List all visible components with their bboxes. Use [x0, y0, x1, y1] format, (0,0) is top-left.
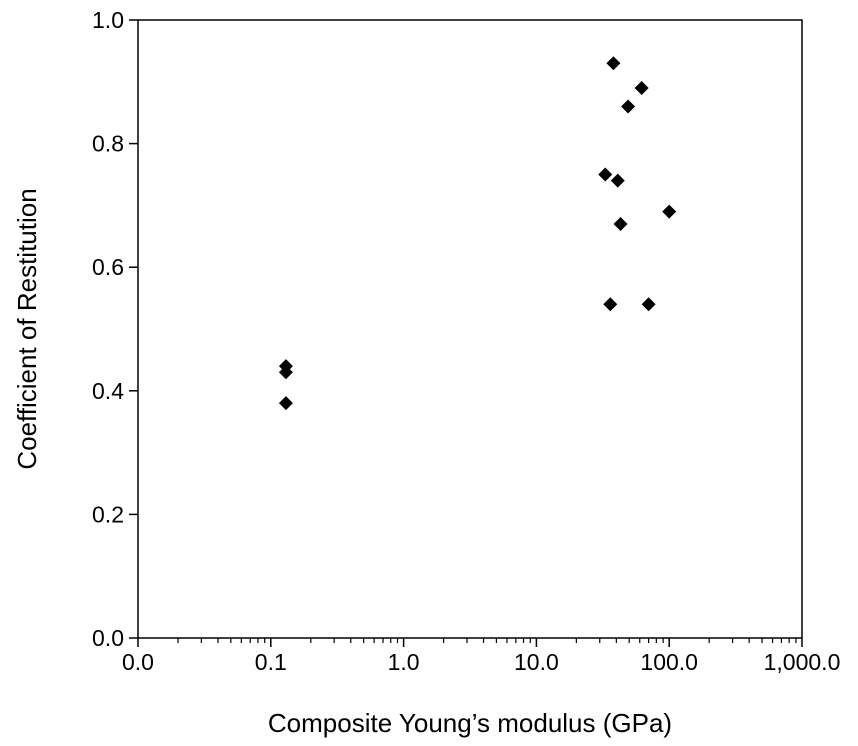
y-axis-tick-labels: 0.0 0.2 0.4 0.6 0.8 1.0 [92, 7, 124, 651]
y-axis-title: Coefficient of Restitution [12, 188, 42, 469]
data-point [662, 204, 677, 219]
y-tick-label: 1.0 [92, 7, 124, 33]
x-tick-label: 0.0 [122, 649, 154, 675]
data-point [641, 297, 656, 312]
data-point [278, 396, 293, 411]
data-point [634, 80, 649, 95]
x-axis-title: Composite Young’s modulus (GPa) [268, 708, 672, 738]
data-point [613, 216, 628, 231]
x-tick-label: 1.0 [388, 649, 420, 675]
y-tick-label: 0.6 [92, 254, 124, 280]
data-point [610, 173, 625, 188]
x-axis-tick-labels: 0.0 0.1 1.0 10.0 100.0 1,000.0 [122, 649, 840, 675]
y-tick-label: 0.0 [92, 625, 124, 651]
data-point [598, 167, 613, 182]
y-tick-label: 0.8 [92, 131, 124, 157]
data-point [606, 56, 621, 71]
y-axis-ticks [129, 19, 138, 639]
data-points [278, 56, 677, 411]
x-axis-ticks [137, 638, 803, 647]
x-tick-label: 100.0 [640, 649, 698, 675]
data-point [278, 365, 293, 380]
plot-area-frame [137, 19, 803, 639]
y-tick-label: 0.4 [92, 378, 124, 404]
data-point [621, 99, 636, 114]
x-tick-label: 1,000.0 [764, 649, 841, 675]
x-tick-label: 0.1 [255, 649, 287, 675]
data-point [603, 297, 618, 312]
x-tick-label: 10.0 [514, 649, 559, 675]
y-tick-label: 0.2 [92, 501, 124, 527]
